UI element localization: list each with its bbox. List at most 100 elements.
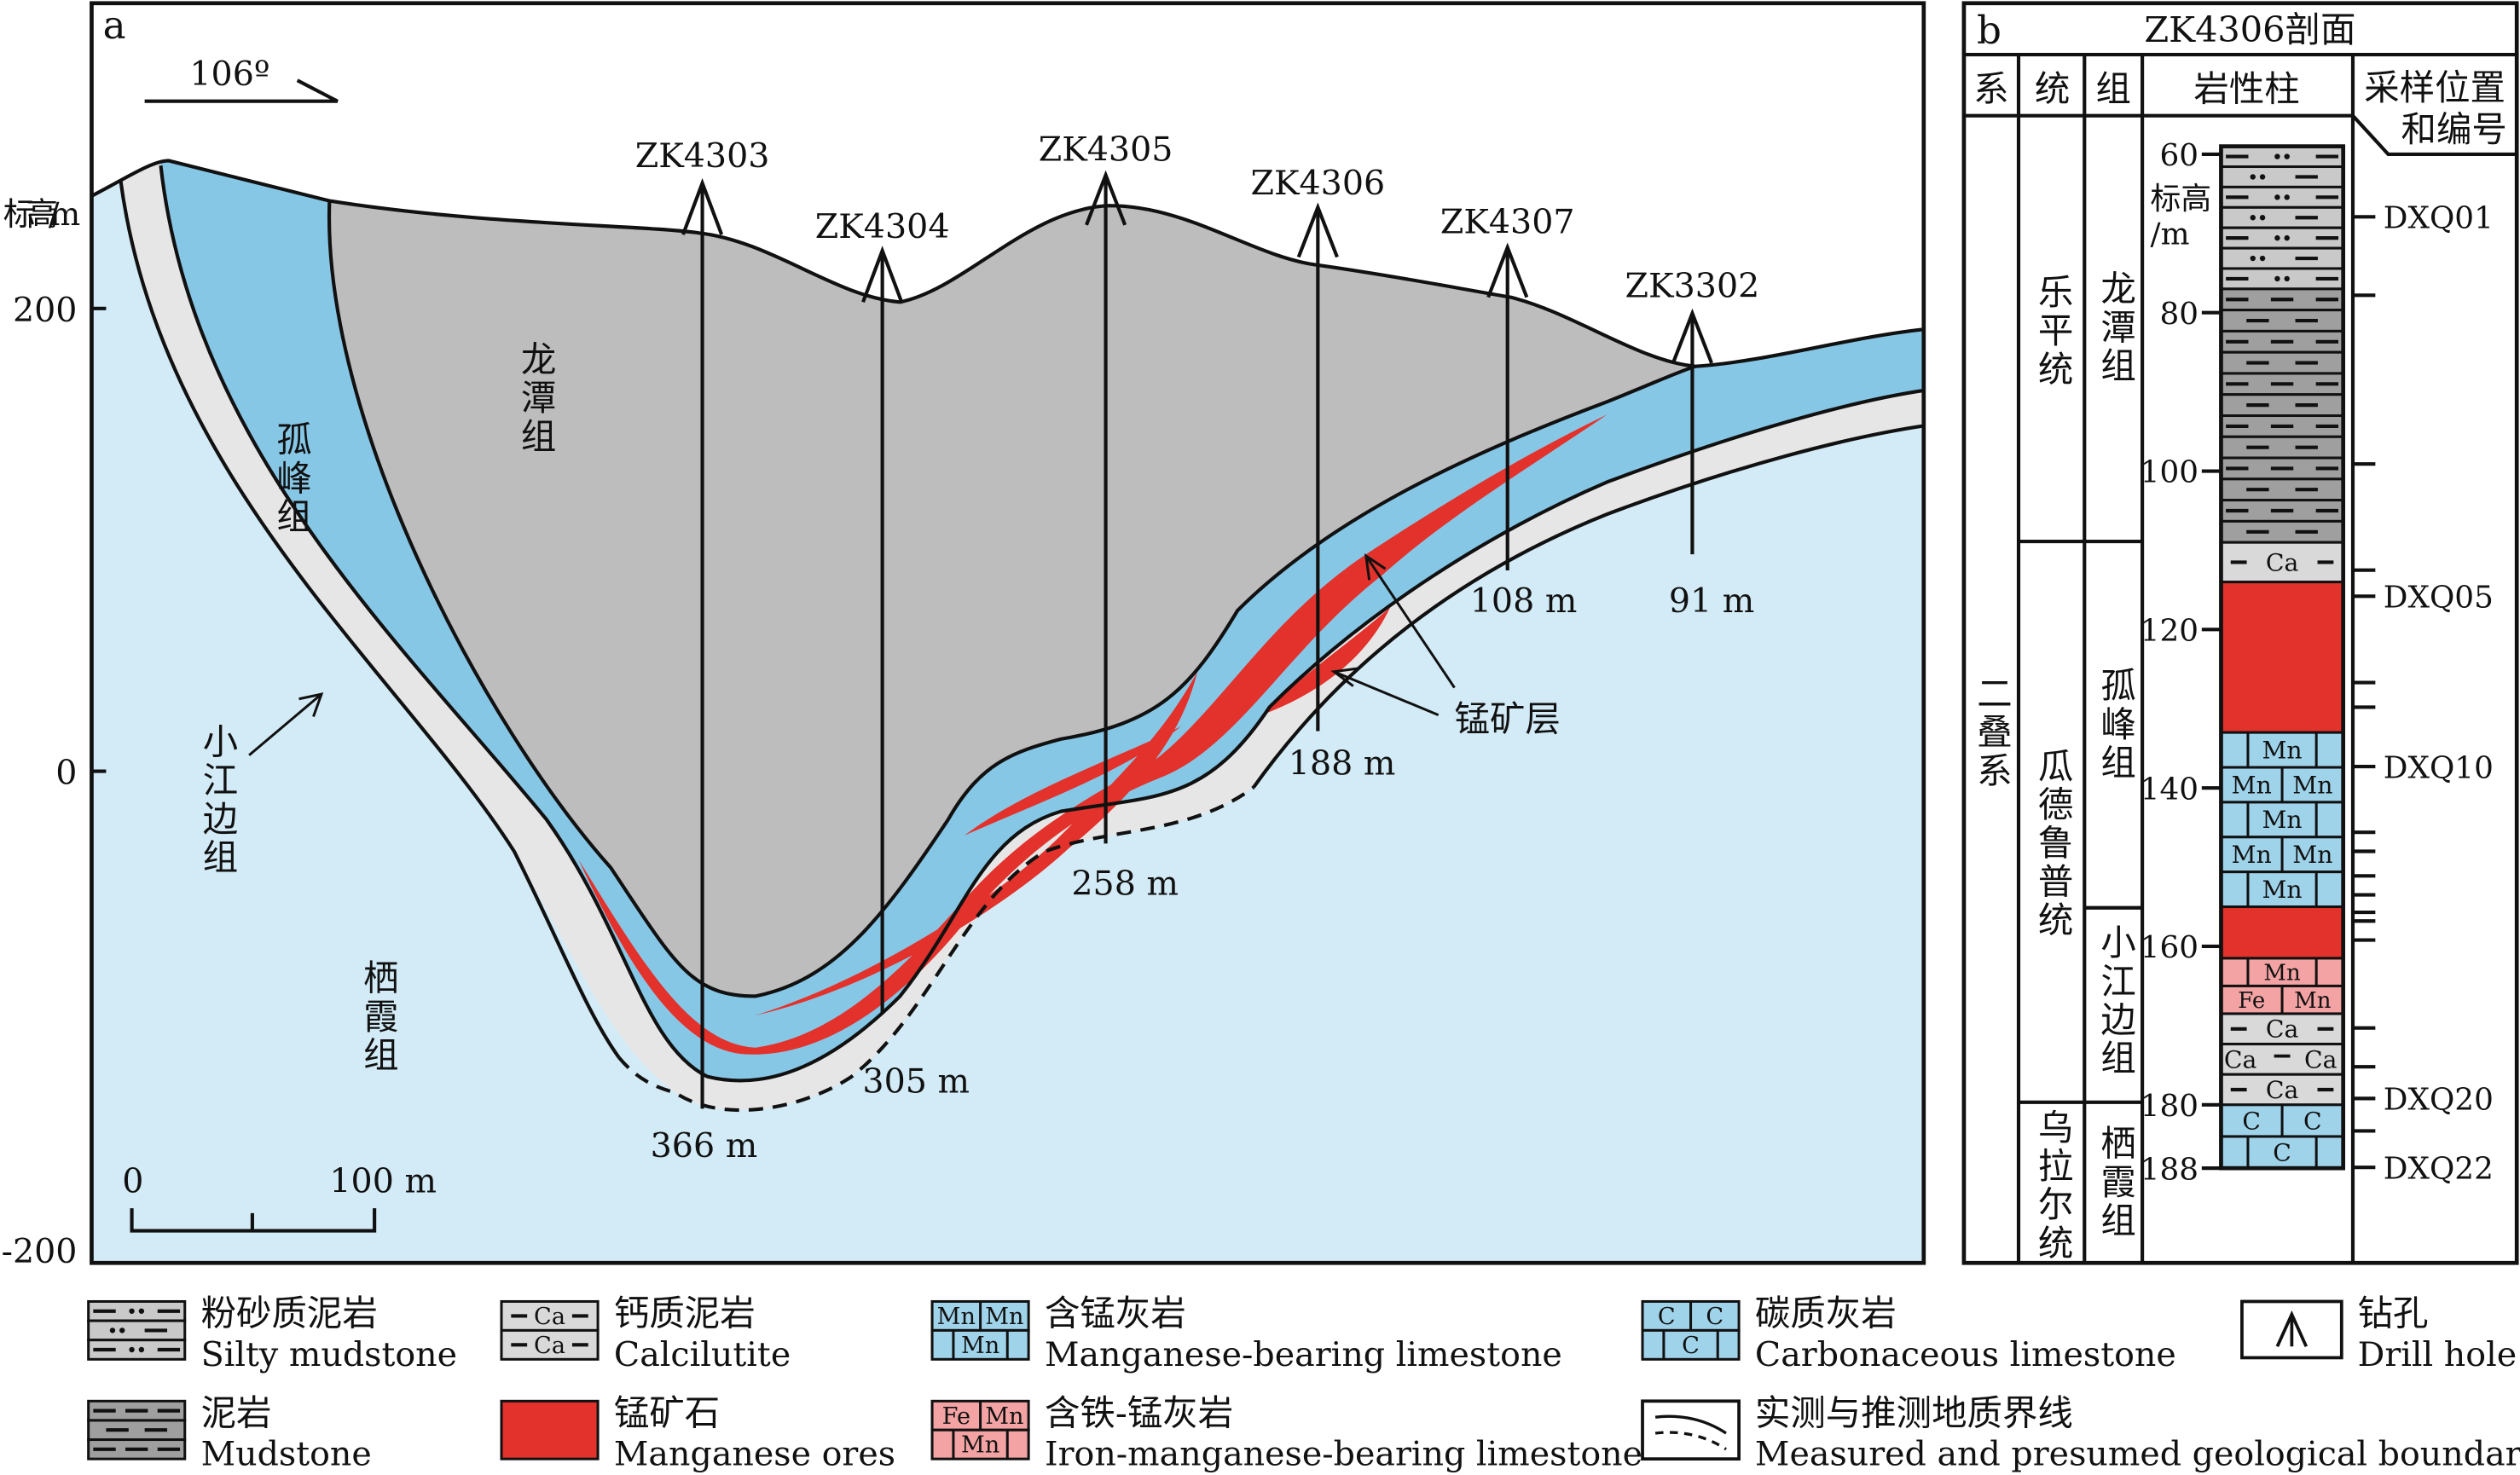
sky-above-surface [91,3,1924,367]
bed-silty [87,1339,187,1361]
strike-label: 106º [189,55,269,94]
formation-qixia: 栖霞组 [2094,1125,2135,1241]
drillhole-name: ZK4307 [1440,202,1575,241]
bed-ore [2219,905,2345,960]
lithology-symbol: Fe [942,1403,970,1430]
legend-label-cn: 实测与推测地质界线 [1755,1393,2073,1434]
manganese-ore-lenses [578,414,1608,1055]
lithology-symbol: Mn [985,1403,1023,1430]
bed-silty [2219,205,2345,229]
dot-mark [2274,194,2280,200]
dot-mark [109,1328,116,1333]
dot-mark [138,1346,145,1353]
drill-hole-icon [1486,242,1529,298]
bed-mn [930,1328,1030,1361]
ore-lens [1261,607,1391,715]
lithology-symbol: Ca [2224,1045,2257,1073]
lithology-symbol: Mn [985,1304,1023,1330]
label-longtan: 龙潭组 [515,341,556,457]
lithology-symbol: C [1658,1304,1676,1330]
legend-label-cn: 粉砂质泥岩 [201,1293,378,1334]
dot-mark [2284,234,2290,241]
lithology-symbol: Fe [2238,988,2265,1014]
dot-mark [2284,153,2290,159]
drillhole-depth: 305 m [862,1061,970,1101]
lithology-unit-silty [2219,145,2345,291]
legend-label-cn: 钻孔 [2358,1293,2429,1334]
surface-line [90,159,1925,368]
drillhole-depth: 108 m [1470,581,1578,621]
dot-mark [2274,153,2280,159]
table-grid [1963,53,2517,1264]
drill-hole-icon [681,177,724,235]
drillhole-zk4303[interactable]: ZK4303 366 m [635,136,770,1166]
scale-end: 100 m [329,1161,437,1200]
elev-tick-minus200: -200 [2,1232,78,1271]
formation-xiaojiangbian: 小江边组 [2094,924,2136,1079]
sample-id: DXQ20 [2384,1083,2494,1118]
pointer-arrows [248,552,1456,756]
dot-mark [2250,255,2256,262]
lithology-symbol: Mn [961,1432,999,1459]
bed-silty [2219,246,2345,270]
bed-calc [2219,1043,2345,1076]
drillhole-depth: 258 m [1071,865,1179,904]
depth-tick-label: 60 [2160,138,2199,173]
drillhole-depth: 366 m [651,1126,758,1166]
depth-tick-label: 120 [2141,614,2198,649]
drillhole-zk4307[interactable]: ZK4307 108 m [1440,202,1578,621]
depth-tick-label: 140 [2141,772,2198,807]
legend-label-cn: 锰矿石 [614,1393,720,1434]
drillhole-name: ZK4306 [1250,164,1385,203]
legend-label-en: Mudstone [201,1435,372,1474]
lithology-symbol: C [2303,1107,2322,1135]
drillhole-name: ZK4304 [815,207,950,246]
ore-lens [578,414,1608,1055]
drill-hole-icon [1671,308,1713,364]
lithology-symbol: Mn [2263,960,2301,986]
xiaojiangbian-base-line [119,179,621,1059]
lithology-symbol: Mn [2294,988,2332,1014]
formation-longtan: 龙潭组 [2094,270,2135,386]
drillhole-zk4306[interactable]: ZK4306 188 m [1250,164,1395,783]
bed-mud [2219,477,2345,502]
lithology-symbol: Mn [2292,841,2332,869]
dot-mark [129,1308,135,1314]
dot-mark [2259,174,2266,180]
drillhole-zk4305[interactable]: ZK4305 258 m [1039,130,1179,903]
depth-tick-label: 188 [2141,1152,2198,1187]
drillhole-name: ZK3302 [1625,267,1760,306]
lithology-unit-ore [2219,581,2345,734]
dot-mark [2274,275,2280,282]
lithology-symbol: Mn [2262,806,2302,834]
arrow-icon [1364,552,1456,689]
scale-bar [130,1208,377,1233]
lithology-symbol: Ca [2304,1045,2338,1073]
dot-mark [2259,215,2266,221]
lithology-unit-calc: Ca [2219,541,2345,584]
dot-mark [2284,194,2290,200]
depth-tick-label: 100 [2141,455,2198,490]
panel-a-frame [90,1,1926,1265]
formation-gufeng: 孤峰组 [2094,667,2135,783]
drillhole-name: ZK4305 [1039,130,1173,169]
lithology-symbol: C [2273,1138,2291,1166]
drill-hole-icon [2275,1310,2309,1348]
drillhole-zk4304[interactable]: ZK4304 305 m [815,207,970,1102]
elev-axis-label: 标高/m [3,195,80,233]
longtan-base-line [327,200,1696,998]
lithology-symbol: Ca [534,1333,565,1359]
lithology-symbol: Mn [2232,771,2272,799]
header-sample-2: 和编号 [2401,109,2507,150]
lithology-symbol: Ca [2266,1076,2299,1104]
drillhole-zk3302[interactable]: ZK3302 91 m [1625,267,1760,621]
